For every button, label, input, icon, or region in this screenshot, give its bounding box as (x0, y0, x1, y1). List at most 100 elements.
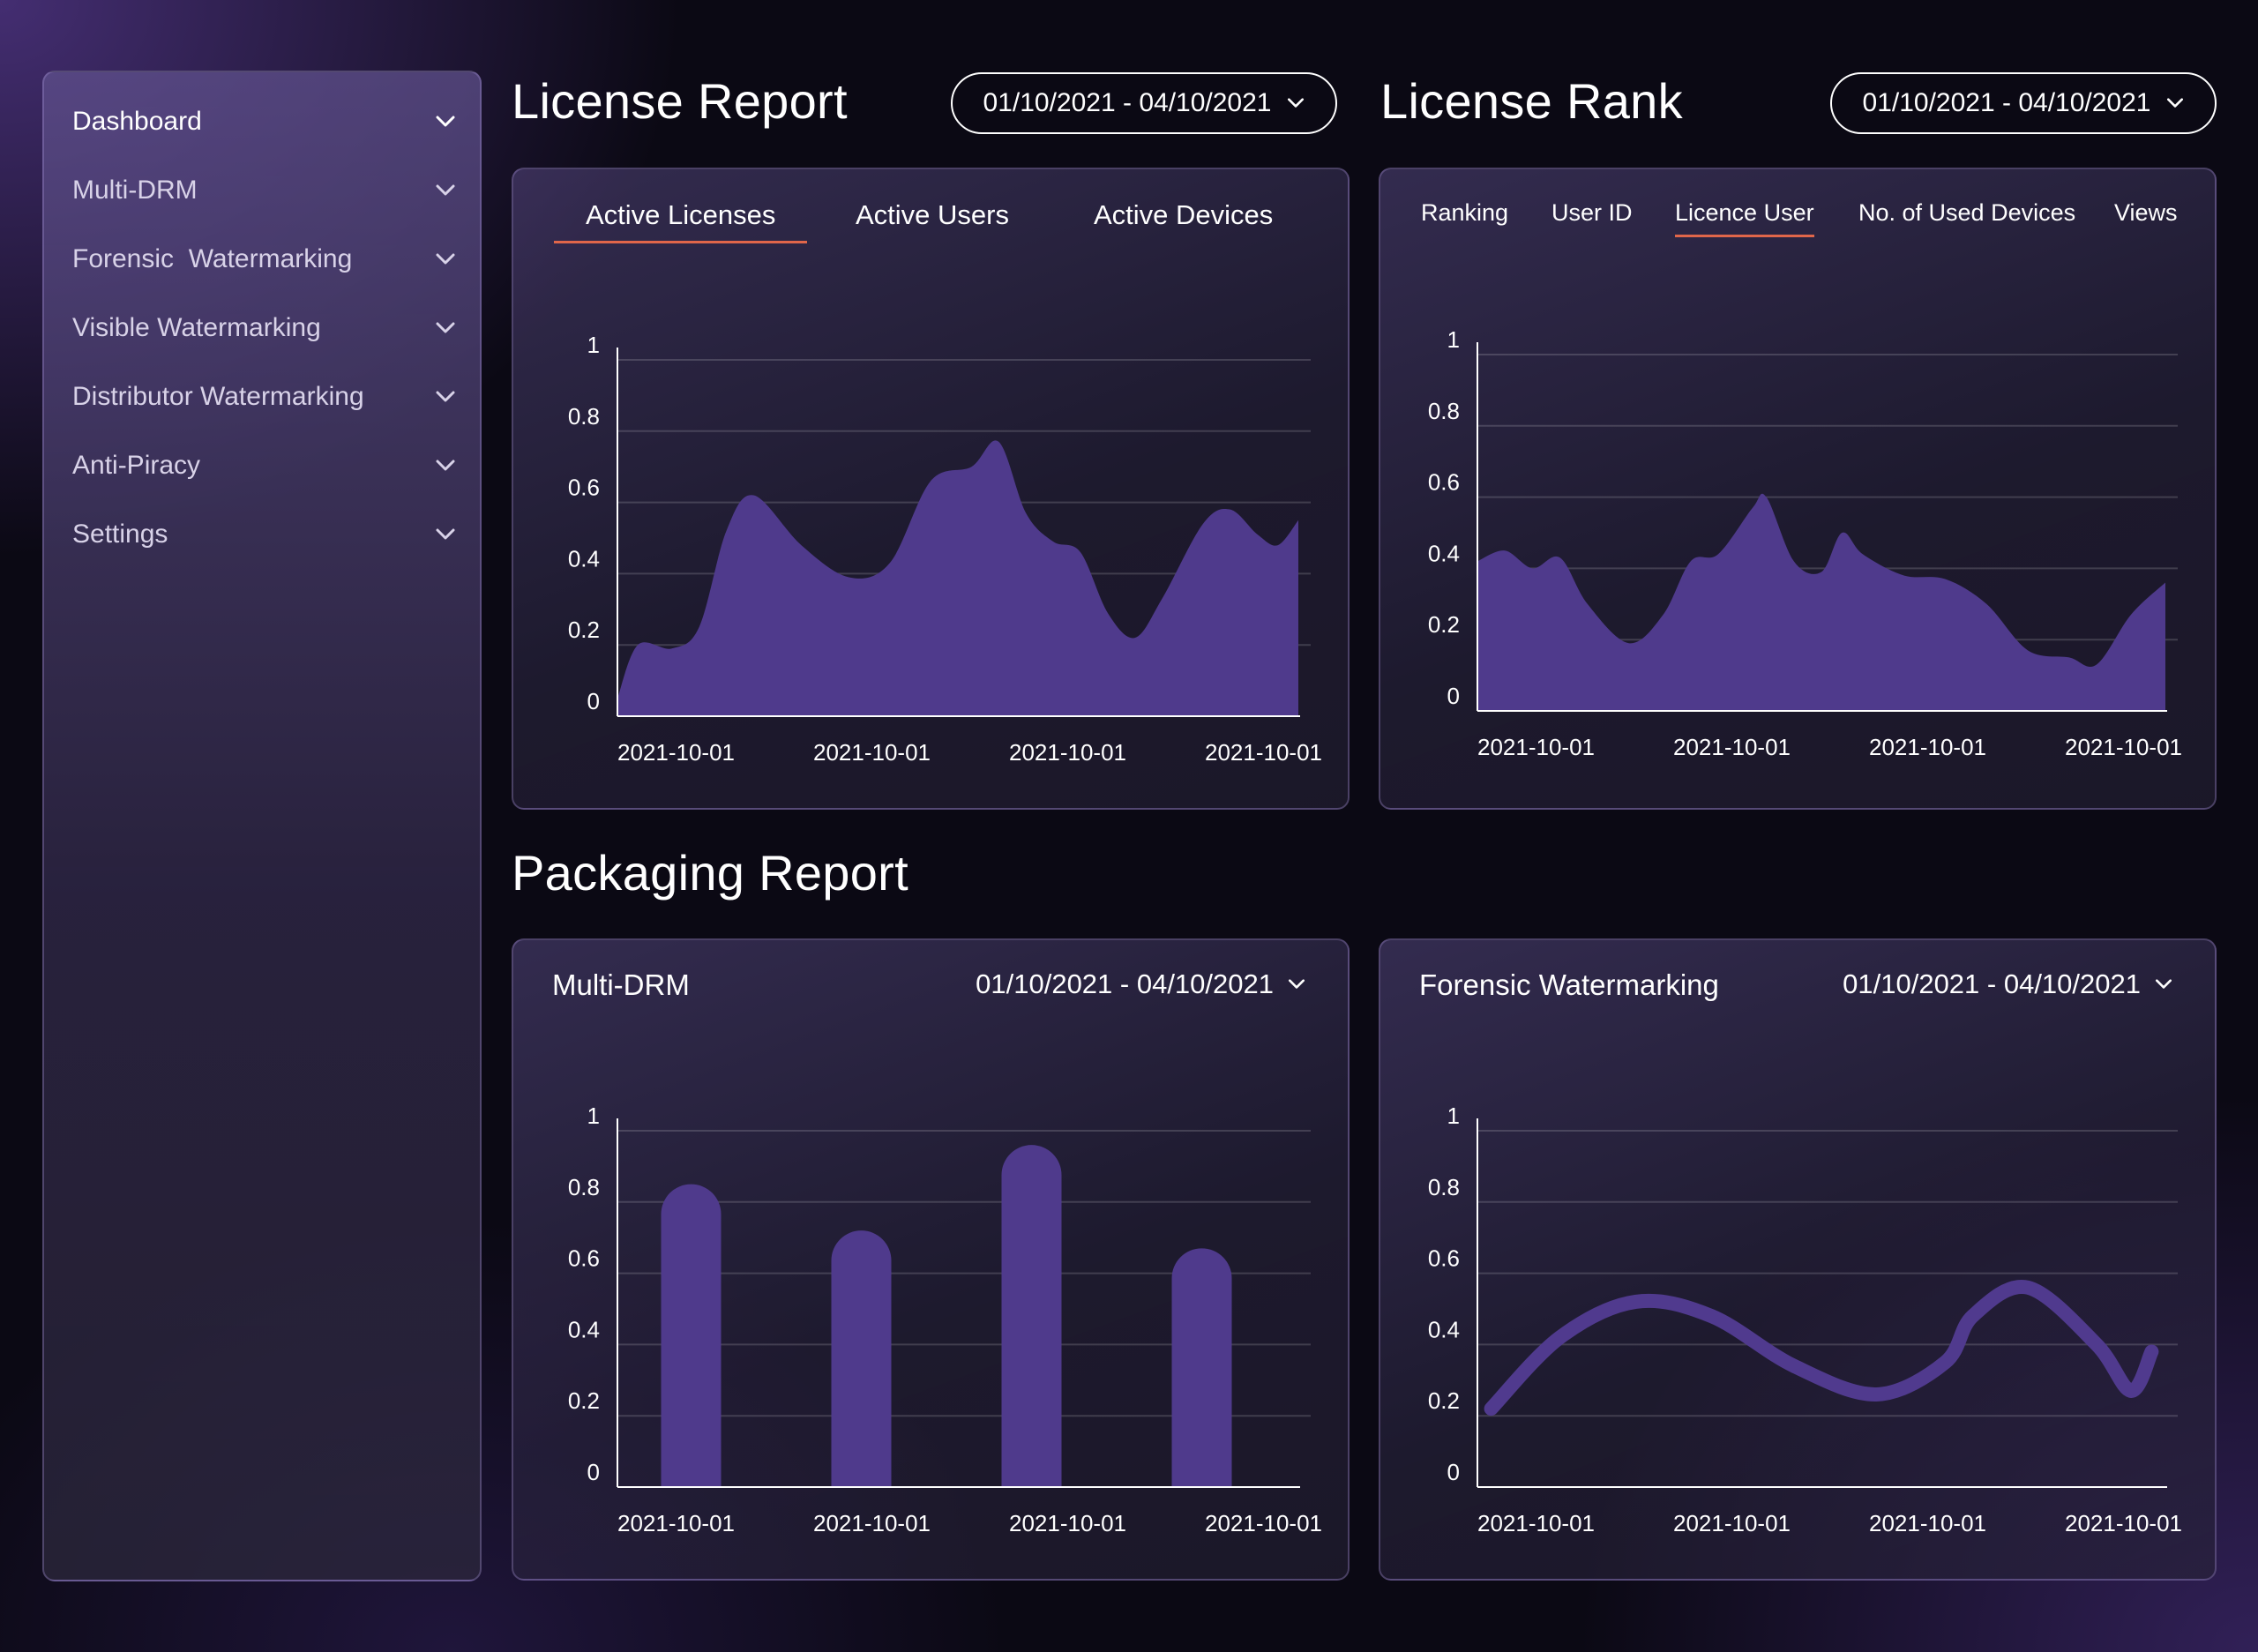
forensic-watermarking-card: Forensic Watermarking 01/10/2021 - 04/10… (1379, 938, 2217, 1581)
y-tick-label: 0.6 (568, 1245, 600, 1272)
forensic-date-picker[interactable]: 01/10/2021 - 04/10/2021 (1843, 968, 2172, 1000)
y-tick-label: 0.8 (1428, 398, 1460, 424)
area-series (617, 440, 1298, 716)
sidebar-item-dashboard[interactable]: Dashboard (72, 95, 460, 148)
y-tick-label: 1 (1447, 326, 1460, 353)
chevron-down-icon (430, 451, 460, 481)
y-tick-label: 0.2 (1428, 611, 1460, 638)
sidebar-item-label: Anti-Piracy (72, 451, 201, 480)
license-report-card: Active Licenses Active Users Active Devi… (512, 168, 1350, 810)
y-tick-label: 0.8 (568, 403, 600, 430)
bar (831, 1230, 892, 1487)
y-tick-label: 0.6 (1428, 1245, 1460, 1272)
x-tick-label: 2021-10-01 (1205, 1510, 1322, 1536)
sidebar-item-label: Visible Watermarking (72, 313, 321, 342)
y-tick-label: 1 (1447, 1103, 1460, 1129)
x-tick-label: 2021-10-01 (2065, 734, 2182, 760)
license-rank-title: License Rank (1380, 73, 1683, 129)
x-tick-label: 2021-10-01 (2065, 1510, 2182, 1536)
y-tick-label: 0 (1447, 683, 1460, 709)
x-tick-label: 2021-10-01 (1869, 734, 1986, 760)
sidebar-item-label: Settings (72, 520, 168, 549)
y-tick-label: 0.8 (1428, 1174, 1460, 1200)
y-tick-label: 0.4 (568, 545, 600, 572)
y-tick-label: 0.4 (1428, 540, 1460, 566)
forensic-chart: 0 0.2 0.4 0.6 0.8 1 2021-10-01 2021-10-01 2021-1… (1428, 1103, 2182, 1536)
x-tick-label: 2021-10-01 (1477, 1510, 1595, 1536)
chevron-down-icon (430, 382, 460, 412)
sidebar-item-distributor-watermarking[interactable]: Distributor Watermarking (72, 370, 460, 423)
license-rank-date-picker[interactable]: 01/10/2021 - 04/10/2021 (1830, 72, 2217, 134)
bar (661, 1184, 722, 1487)
tab-active-licenses[interactable]: Active Licenses (553, 199, 808, 243)
tab-ranking[interactable]: Ranking (1421, 199, 1509, 226)
sidebar-item-label: Multi-DRM (72, 176, 198, 205)
license-report-chart: 0 0.2 0.4 0.6 0.8 1 2021-10-01 2021-10-01 2021-1… (568, 332, 1322, 766)
chevron-down-icon (430, 313, 460, 343)
sidebar-item-label: Dashboard (72, 107, 202, 136)
x-tick-label: 2021-10-01 (813, 739, 931, 766)
sidebar: Dashboard Multi-DRM Forensic Watermarkin… (42, 71, 482, 1581)
y-tick-label: 0 (1447, 1459, 1460, 1485)
x-tick-label: 2021-10-01 (1009, 1510, 1126, 1536)
y-tick-label: 0.6 (1428, 469, 1460, 496)
license-report-date-picker[interactable]: 01/10/2021 - 04/10/2021 (951, 72, 1337, 134)
y-tick-label: 0.4 (1428, 1316, 1460, 1342)
y-tick-label: 0.2 (1428, 1387, 1460, 1414)
packaging-report-title: Packaging Report (512, 845, 908, 901)
date-range-text: 01/10/2021 - 04/10/2021 (1862, 88, 2151, 117)
sidebar-item-forensic-watermarking[interactable]: Forensic Watermarking (72, 233, 460, 286)
y-tick-label: 0.2 (568, 617, 600, 643)
tab-user-id[interactable]: User ID (1551, 199, 1633, 226)
bar (1001, 1145, 1062, 1487)
x-tick-label: 2021-10-01 (1477, 734, 1595, 760)
license-rank-chart: 0 0.2 0.4 0.6 0.8 1 2021-10-01 2021-10-01 2021-1… (1428, 326, 2182, 760)
sidebar-item-label: Forensic Watermarking (72, 244, 353, 273)
chevron-down-icon (1288, 98, 1305, 108)
multi-drm-card-title: Multi-DRM (552, 968, 690, 1001)
line-series (1484, 1280, 2159, 1417)
y-tick-label: 0 (587, 688, 600, 714)
multi-drm-chart: 0 0.2 0.4 0.6 0.8 1 2021-10-01 2021-10-01 2021-1… (568, 1103, 1322, 1536)
chevron-down-icon (430, 244, 460, 274)
x-tick-label: 2021-10-01 (1869, 1510, 1986, 1536)
chevron-down-icon (2167, 98, 2184, 108)
x-tick-label: 2021-10-01 (1673, 734, 1791, 760)
sidebar-item-label: Distributor Watermarking (72, 382, 364, 411)
y-tick-label: 1 (587, 1103, 600, 1129)
y-tick-label: 1 (587, 332, 600, 358)
sidebar-item-anti-piracy[interactable]: Anti-Piracy (72, 439, 460, 492)
chevron-down-icon (430, 176, 460, 206)
bar (1171, 1248, 1232, 1487)
x-tick-label: 2021-10-01 (617, 739, 735, 766)
x-tick-label: 2021-10-01 (1009, 739, 1126, 766)
sidebar-item-multi-drm[interactable]: Multi-DRM (72, 164, 460, 217)
multi-drm-date-picker[interactable]: 01/10/2021 - 04/10/2021 (976, 968, 1305, 1000)
date-range-text: 01/10/2021 - 04/10/2021 (1843, 968, 2141, 999)
chevron-down-icon (430, 520, 460, 549)
y-tick-label: 0.2 (568, 1387, 600, 1414)
area-series (1477, 493, 2165, 711)
chevron-down-icon (2156, 979, 2172, 989)
x-tick-label: 2021-10-01 (1673, 1510, 1791, 1536)
x-tick-label: 2021-10-01 (1205, 739, 1322, 766)
y-tick-label: 0.4 (568, 1316, 600, 1342)
date-range-text: 01/10/2021 - 04/10/2021 (983, 88, 1272, 117)
x-tick-label: 2021-10-01 (617, 1510, 735, 1536)
date-range-text: 01/10/2021 - 04/10/2021 (976, 968, 1274, 999)
y-tick-label: 0.6 (568, 475, 600, 501)
tab-active-devices[interactable]: Active Devices (1094, 199, 1274, 230)
chevron-down-icon (430, 107, 460, 137)
tab-active-users[interactable]: Active Users (856, 199, 1009, 230)
tab-used-devices[interactable]: No. of Used Devices (1858, 199, 2076, 226)
forensic-card-title: Forensic Watermarking (1419, 968, 1719, 1001)
x-tick-label: 2021-10-01 (813, 1510, 931, 1536)
tab-licence-user[interactable]: Licence User (1675, 199, 1814, 237)
chevron-down-icon (1289, 979, 1305, 989)
multi-drm-card: Multi-DRM 01/10/2021 - 04/10/2021 0 0.2 0.… (512, 938, 1350, 1581)
sidebar-item-visible-watermarking[interactable]: Visible Watermarking (72, 302, 460, 355)
sidebar-item-settings[interactable]: Settings (72, 508, 460, 561)
y-tick-label: 0.8 (568, 1174, 600, 1200)
y-tick-label: 0 (587, 1459, 600, 1485)
tab-views[interactable]: Views (2114, 199, 2178, 226)
